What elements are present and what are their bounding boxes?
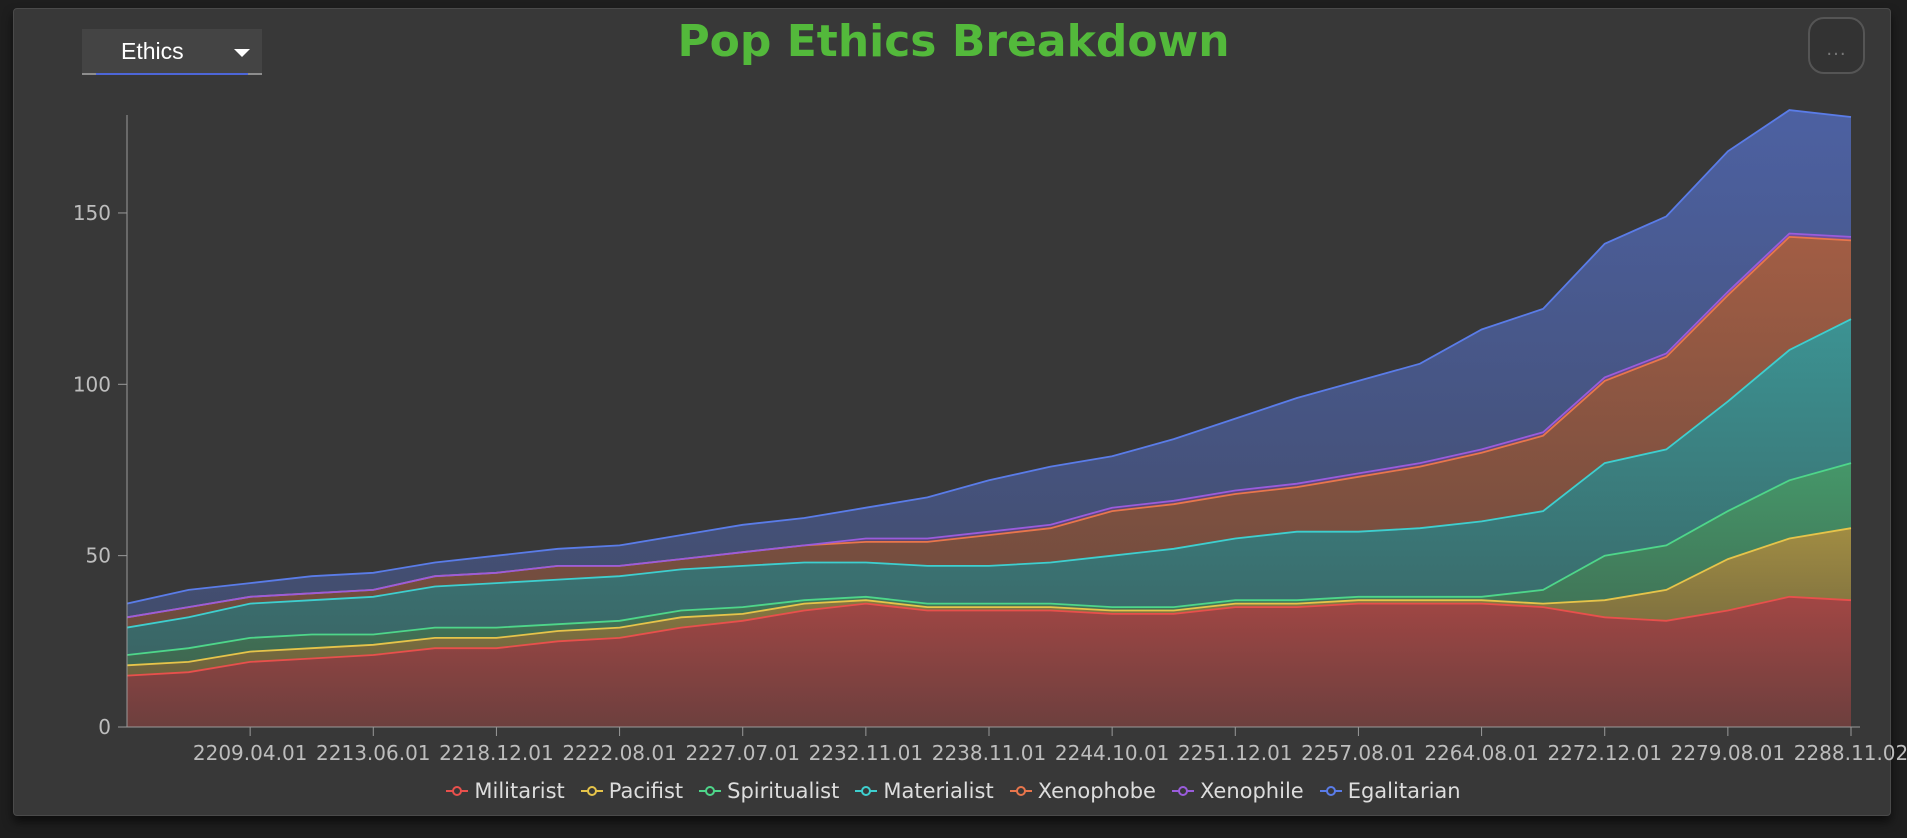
legend-marker-icon bbox=[699, 784, 722, 798]
legend-label: Egalitarian bbox=[1347, 779, 1461, 803]
chart-legend: Militarist Pacifist Spiritualist Materialis… bbox=[0, 779, 1907, 803]
line-xenophile bbox=[126, 232, 1852, 619]
x-tick-label: 2209.04.01 bbox=[193, 741, 308, 765]
x-tick-label: 2227.07.01 bbox=[685, 741, 800, 765]
chevron-down-icon bbox=[234, 49, 250, 57]
legend-item-militarist[interactable]: Militarist bbox=[446, 779, 565, 803]
legend-marker-icon bbox=[1171, 784, 1194, 798]
legend-label: Xenophile bbox=[1199, 779, 1304, 803]
x-tick-label: 2264.08.01 bbox=[1424, 741, 1539, 765]
y-tick-label: 50 bbox=[86, 544, 111, 568]
chart-title: Pop Ethics Breakdown bbox=[677, 16, 1230, 67]
legend-item-egalitarian[interactable]: Egalitarian bbox=[1319, 779, 1461, 803]
x-tick-label: 2257.08.01 bbox=[1301, 741, 1416, 765]
area-xenophobe bbox=[127, 236, 1851, 628]
area-materialist bbox=[127, 319, 1851, 655]
legend-item-xenophile[interactable]: Xenophile bbox=[1171, 779, 1304, 803]
legend-marker-icon bbox=[446, 784, 469, 798]
line-spiritualist bbox=[126, 462, 1852, 656]
x-tick-label: 2232.11.01 bbox=[809, 741, 924, 765]
area-spiritualist bbox=[127, 463, 1851, 666]
legend-marker-icon bbox=[855, 784, 878, 798]
legend-label: Spiritualist bbox=[727, 779, 840, 803]
ethics-dropdown[interactable]: Ethics bbox=[82, 29, 262, 75]
legend-marker-icon bbox=[1319, 784, 1342, 798]
line-egalitarian bbox=[126, 109, 1852, 605]
legend-label: Xenophobe bbox=[1037, 779, 1156, 803]
more-options-button[interactable]: ... bbox=[1808, 17, 1865, 74]
legend-label: Pacifist bbox=[608, 779, 684, 803]
x-tick-label: 2251.12.01 bbox=[1178, 741, 1293, 765]
legend-label: Materialist bbox=[883, 779, 994, 803]
x-tick-label: 2244.10.01 bbox=[1055, 741, 1170, 765]
x-tick-label: 2238.11.01 bbox=[932, 741, 1047, 765]
x-tick-label: 2279.08.01 bbox=[1671, 741, 1786, 765]
legend-label: Militarist bbox=[474, 779, 565, 803]
area-egalitarian bbox=[127, 110, 1851, 618]
line-materialist bbox=[126, 318, 1852, 629]
legend-marker-icon bbox=[1009, 784, 1032, 798]
legend-item-materialist[interactable]: Materialist bbox=[855, 779, 994, 803]
more-icon: ... bbox=[1826, 39, 1847, 60]
legend-item-spiritualist[interactable]: Spiritualist bbox=[699, 779, 839, 803]
x-tick-label: 2272.12.01 bbox=[1547, 741, 1662, 765]
x-tick-label: 2213.06.01 bbox=[316, 741, 431, 765]
legend-item-xenophobe[interactable]: Xenophobe bbox=[1009, 779, 1156, 803]
x-tick-label: 2288.11.02 bbox=[1794, 741, 1907, 765]
y-tick-label: 0 bbox=[98, 715, 111, 739]
line-pacifist bbox=[126, 527, 1852, 667]
x-tick-label: 2222.08.01 bbox=[562, 741, 677, 765]
area-pacifist bbox=[127, 528, 1851, 676]
dropdown-underline bbox=[96, 73, 248, 75]
x-tick-label: 2218.12.01 bbox=[439, 741, 554, 765]
y-tick-label: 100 bbox=[73, 372, 111, 396]
area-militarist bbox=[127, 596, 1851, 727]
dropdown-value: Ethics bbox=[121, 38, 184, 64]
legend-item-pacifist[interactable]: Pacifist bbox=[580, 779, 684, 803]
y-tick-label: 150 bbox=[73, 201, 111, 225]
line-militarist bbox=[126, 595, 1852, 677]
legend-marker-icon bbox=[580, 784, 603, 798]
